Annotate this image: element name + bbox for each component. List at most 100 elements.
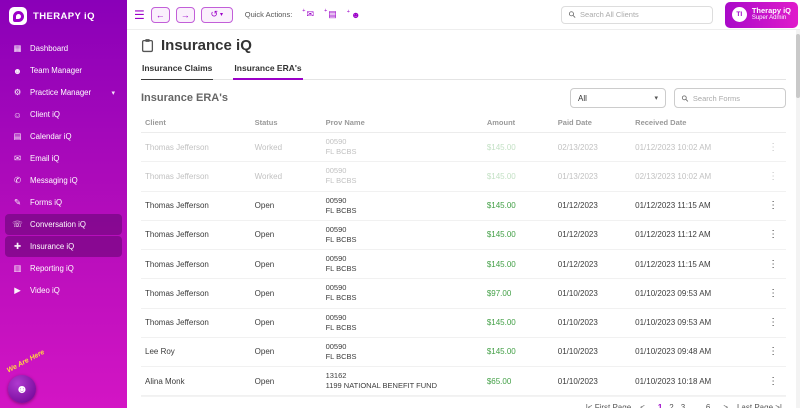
cell-client: Thomas Jefferson (141, 132, 251, 163)
sidebar-item-team-manager[interactable]: ☻ Team Manager (5, 60, 122, 81)
cell-client: Thomas Jefferson (141, 278, 251, 309)
sidebar-item-dashboard[interactable]: ▦ Dashboard (5, 38, 122, 59)
forms-iq-icon: ✎ (13, 197, 22, 207)
sidebar-item-video-iq[interactable]: ▶ Video iQ (5, 280, 122, 301)
back-button[interactable]: ← (150, 6, 170, 23)
row-actions-menu-icon[interactable]: ⋮ (760, 278, 786, 309)
last-page-label: Last Page (736, 403, 774, 408)
cell-received-date: 02/13/2023 10:02 AM (631, 161, 761, 192)
main-area: ☰ ← → ↺▾ Quick Actions: +✉ +▤ +☻ TI Ther… (127, 0, 800, 408)
sidebar-item-email-iq[interactable]: ✉ Email iQ (5, 148, 122, 169)
cell-paid-date: 01/10/2023 (553, 337, 632, 368)
page-title: Insurance iQ (161, 37, 252, 54)
row-actions-menu-icon[interactable]: ⋮ (760, 366, 786, 397)
row-actions-menu-icon[interactable]: ⋮ (760, 161, 786, 192)
row-actions-menu-icon[interactable]: ⋮ (760, 132, 786, 163)
help-widget[interactable]: We Are Here ☻ (6, 349, 52, 403)
conversation-iq-icon: ☏ (12, 219, 23, 229)
quick-action-new-client-button[interactable]: + ☻ (347, 9, 361, 20)
messaging-iq-icon: ✆ (13, 175, 22, 185)
row-actions-menu-icon[interactable]: ⋮ (760, 337, 786, 368)
history-dropdown-button[interactable]: ↺ ▾ (200, 6, 233, 23)
cell-prov-name: 00590 FL BCBS (321, 161, 483, 192)
brand-logo[interactable]: THERAPY iQ (0, 0, 127, 32)
cell-status: Worked (250, 161, 322, 192)
sidebar-item-label: Conversation iQ (30, 220, 86, 229)
quick-action-new-appointment-button[interactable]: + ▤ (324, 8, 337, 20)
row-actions-menu-icon[interactable]: ⋮ (760, 220, 786, 251)
sidebar-item-reporting-iq[interactable]: ▥ Reporting iQ (5, 258, 122, 279)
cell-client: Alina Monk (141, 366, 251, 397)
sidebar-item-label: Client iQ (30, 110, 60, 119)
tab-insurance-claims[interactable]: Insurance Claims (141, 63, 214, 80)
profile-name: Therapy iQ (751, 6, 791, 16)
column-header-actions (760, 113, 786, 133)
row-actions-menu-icon[interactable]: ⋮ (760, 308, 786, 338)
cell-received-date: 01/12/2023 11:15 AM (631, 249, 761, 280)
page-number-3[interactable]: 3 (680, 403, 686, 408)
section-title: Insurance ERA's (141, 92, 228, 104)
page-number-2[interactable]: 2 (669, 403, 674, 408)
sidebar-item-client-iq[interactable]: ☺ Client iQ (5, 104, 122, 125)
table-header-row: Client Status Prov Name Amount Paid Date… (141, 113, 786, 133)
row-actions-menu-icon[interactable]: ⋮ (760, 249, 786, 280)
tab-insurance-eras[interactable]: Insurance ERA's (233, 63, 303, 80)
quick-action-new-email-button[interactable]: + ✉ (302, 8, 315, 20)
client-search-input[interactable] (580, 10, 706, 19)
prev-page-button[interactable]: < (640, 403, 645, 408)
first-page-label: First Page (594, 403, 632, 408)
sidebar-item-messaging-iq[interactable]: ✆ Messaging iQ (5, 170, 122, 191)
sidebar-item-calendar-iq[interactable]: ▤ Calendar iQ (5, 126, 122, 147)
profile-menu[interactable]: TI Therapy iQ Super Admin (724, 1, 798, 28)
page-number-1[interactable]: 1 (657, 403, 663, 408)
cell-status: Open (250, 220, 322, 251)
plus-icon: + (302, 8, 306, 14)
email-icon: ✉ (306, 9, 315, 19)
email-iq-icon: ✉ (13, 153, 22, 163)
cell-paid-date: 01/12/2023 (553, 249, 632, 280)
row-actions-menu-icon[interactable]: ⋮ (760, 191, 786, 221)
cell-client: Lee Roy (141, 337, 251, 368)
clipboard-icon (141, 39, 154, 53)
sidebar-item-label: Team Manager (30, 66, 83, 75)
cell-amount: $145.00 (482, 161, 554, 192)
cell-amount: $145.00 (482, 132, 554, 163)
forms-search-input[interactable] (692, 93, 779, 103)
cell-received-date: 01/10/2023 09:53 AM (631, 278, 761, 309)
sidebar-item-conversation-iq[interactable]: ☏ Conversation iQ (5, 214, 122, 235)
page-number-list: 1 2 3... 6 (658, 403, 710, 408)
search-icon (568, 11, 576, 18)
next-page-button[interactable]: > (723, 403, 728, 408)
sidebar-item-practice-manager[interactable]: ⚙ Practice Manager ▾ (5, 82, 122, 103)
first-page-button[interactable]: |< First Page (586, 403, 631, 408)
era-table: Client Status Prov Name Amount Paid Date… (141, 113, 786, 397)
forward-button[interactable]: → (175, 6, 195, 23)
sidebar-item-forms-iq[interactable]: ✎ Forms iQ (5, 192, 122, 213)
back-arrow-icon: ← (155, 9, 165, 20)
quick-actions-label: Quick Actions: (244, 10, 293, 19)
cell-prov-name: 00590 FL BCBS (321, 278, 483, 309)
cell-prov-name: 00590 FL BCBS (321, 337, 483, 368)
sidebar: THERAPY iQ ▦ Dashboard ☻ Team Manager ⚙ Pract… (0, 0, 127, 408)
column-header-paid-date: Paid Date (553, 113, 632, 133)
cell-prov-name: 00590 FL BCBS (321, 132, 483, 163)
page-number-6[interactable]: 6 (705, 403, 711, 408)
cell-status: Open (250, 278, 322, 309)
cell-paid-date: 01/10/2023 (553, 308, 632, 338)
forward-arrow-icon: → (180, 9, 190, 20)
filter-dropdown[interactable]: All ▾ (570, 88, 666, 108)
cell-paid-date: 01/10/2023 (553, 278, 632, 309)
dashboard-icon: ▦ (13, 43, 22, 53)
sidebar-item-insurance-iq[interactable]: ✚ Insurance iQ (5, 236, 122, 257)
sidebar-item-label: Messaging iQ (30, 176, 78, 185)
scrollbar[interactable] (796, 30, 800, 408)
column-header-client: Client (141, 113, 251, 133)
sidebar-item-label: Video iQ (30, 286, 60, 295)
last-page-button[interactable]: Last Page >| (737, 403, 782, 408)
practice-manager-icon: ⚙ (13, 87, 22, 97)
menu-toggle-icon[interactable]: ☰ (134, 7, 145, 22)
cell-prov-name: 00590 FL BCBS (321, 249, 483, 280)
cell-client: Thomas Jefferson (141, 220, 251, 251)
scrollbar-thumb[interactable] (796, 34, 800, 98)
sidebar-item-label: Practice Manager (30, 88, 92, 97)
